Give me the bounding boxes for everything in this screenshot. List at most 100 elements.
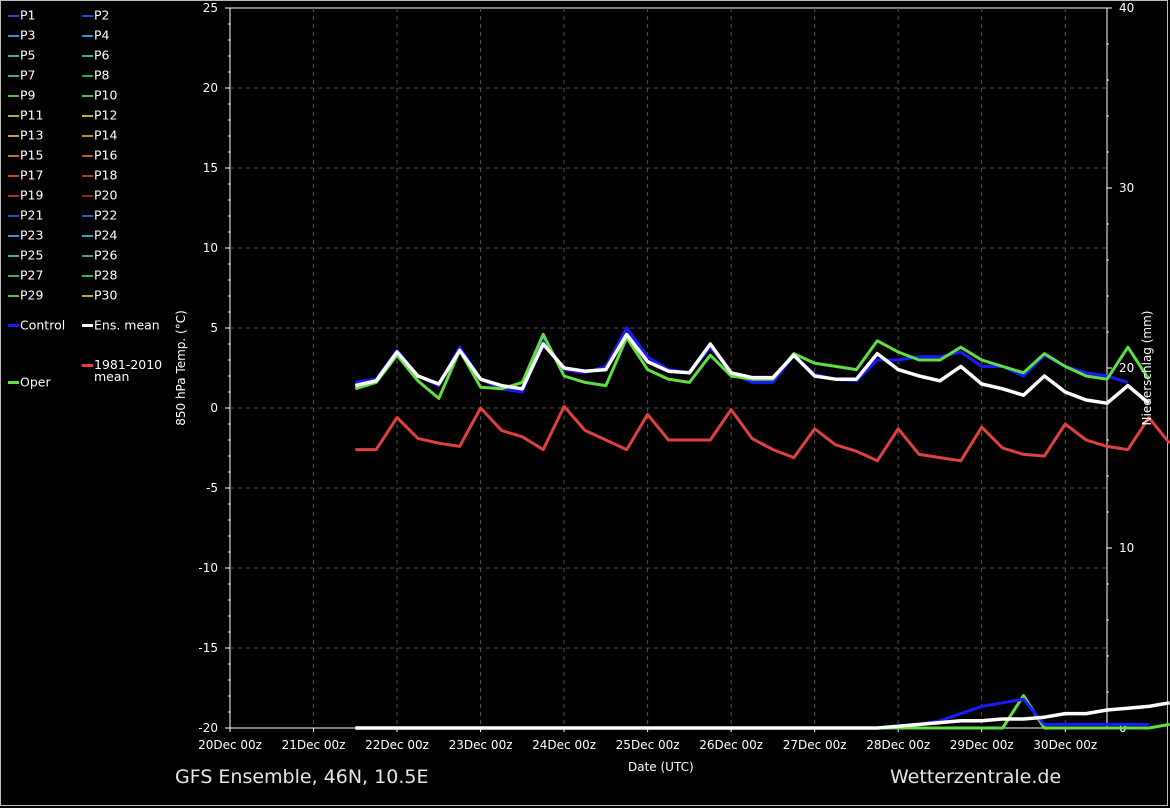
legend-swatch xyxy=(82,254,93,257)
legend-swatch xyxy=(82,14,93,17)
legend-swatch xyxy=(82,174,93,177)
legend-label: P22 xyxy=(94,207,118,223)
legend-item: P29 xyxy=(8,285,43,306)
legend-item: P28 xyxy=(82,265,117,286)
legend-item: P4 xyxy=(82,25,110,46)
x-tick-label: 27Dec 00z xyxy=(783,738,847,752)
legend-swatch xyxy=(82,214,93,217)
legend-swatch xyxy=(8,54,19,57)
legend-swatch xyxy=(8,34,19,37)
legend-label: 1981-2010 mean xyxy=(94,357,163,384)
y-axis-label: 850 hPa Temp. (°C) xyxy=(174,310,188,426)
legend-swatch xyxy=(8,274,19,277)
legend-item: P6 xyxy=(82,45,110,66)
x-tick-label: 28Dec 00z xyxy=(866,738,930,752)
legend-label: P9 xyxy=(20,87,36,103)
legend-label: P5 xyxy=(20,47,36,63)
legend-swatch xyxy=(82,74,93,77)
legend-swatch xyxy=(82,294,93,297)
legend-swatch xyxy=(82,154,93,157)
x-tick-label: 20Dec 00z xyxy=(198,738,262,752)
legend-label: P16 xyxy=(94,147,118,163)
legend-swatch xyxy=(82,114,93,117)
legend-label: P17 xyxy=(20,167,44,183)
legend-label: P27 xyxy=(20,267,44,283)
legend-label: P30 xyxy=(94,287,118,303)
legend-label: P14 xyxy=(94,127,118,143)
legend-swatch xyxy=(8,214,19,217)
legend-swatch xyxy=(82,134,93,137)
y2-tick-label: 30 xyxy=(1119,181,1134,195)
x-tick-label: 24Dec 00z xyxy=(532,738,596,752)
series-line xyxy=(355,701,1170,730)
x-tick-label: 22Dec 00z xyxy=(365,738,429,752)
legend-item: P24 xyxy=(82,225,117,246)
legend-item: P27 xyxy=(8,265,43,286)
legend-item: P3 xyxy=(8,25,36,46)
legend-item: P12 xyxy=(82,105,117,126)
legend-swatch xyxy=(82,194,93,197)
legend-label: P12 xyxy=(94,107,118,123)
legend-item: Control xyxy=(8,315,65,336)
legend-item: P23 xyxy=(8,225,43,246)
legend-item: P20 xyxy=(82,185,117,206)
legend-label: P13 xyxy=(20,127,44,143)
legend-label: Control xyxy=(20,317,66,333)
legend-item: P11 xyxy=(8,105,43,126)
legend-label: P1 xyxy=(20,7,36,23)
legend-item: P2 xyxy=(82,5,110,26)
legend-item: P22 xyxy=(82,205,117,226)
legend-label: Oper xyxy=(20,374,51,390)
footer-title: GFS Ensemble, 46N, 10.5E xyxy=(175,766,429,788)
legend-swatch xyxy=(82,54,93,57)
legend-item: P15 xyxy=(8,145,43,166)
legend-swatch xyxy=(82,34,93,37)
legend-swatch xyxy=(82,234,93,237)
legend-item: P30 xyxy=(82,285,117,306)
legend-label: P18 xyxy=(94,167,118,183)
legend-item: P18 xyxy=(82,165,117,186)
legend-item: P9 xyxy=(8,85,36,106)
legend-label: P21 xyxy=(20,207,44,223)
footer-source: Wetterzentrale.de xyxy=(890,766,1062,788)
x-tick-label: 25Dec 00z xyxy=(616,738,680,752)
y-tick-label: 0 xyxy=(210,401,218,415)
legend-item: P25 xyxy=(8,245,43,266)
x-tick-label: 30Dec 00z xyxy=(1033,738,1097,752)
legend-item: Oper xyxy=(8,372,51,393)
legend-label: P28 xyxy=(94,267,118,283)
legend-label: P3 xyxy=(20,27,36,43)
y-tick-label: -20 xyxy=(198,721,218,735)
legend-swatch xyxy=(8,324,19,327)
y2-tick-label: 10 xyxy=(1119,541,1134,555)
legend-label: P20 xyxy=(94,187,118,203)
legend-label: Ens. mean xyxy=(94,317,160,333)
legend-item: P10 xyxy=(82,85,117,106)
y2-axis-label: Niederschlag (mm) xyxy=(1140,310,1154,426)
x-tick-label: 29Dec 00z xyxy=(950,738,1014,752)
y-tick-label: 15 xyxy=(203,161,218,175)
y-tick-label: 10 xyxy=(203,241,218,255)
y-tick-label: 20 xyxy=(203,81,218,95)
legend-item: P26 xyxy=(82,245,117,266)
legend-swatch xyxy=(8,254,19,257)
legend-item: P14 xyxy=(82,125,117,146)
legend-swatch xyxy=(8,74,19,77)
y-tick-label: -15 xyxy=(198,641,218,655)
legend-label: P15 xyxy=(20,147,44,163)
legend-label: P23 xyxy=(20,227,44,243)
legend-item: Ens. mean xyxy=(82,315,160,336)
x-tick-label: 21Dec 00z xyxy=(282,738,346,752)
legend-label: P10 xyxy=(94,87,118,103)
legend-swatch xyxy=(82,324,93,327)
legend-item: 1981-2010 mean xyxy=(82,355,162,383)
legend-label: P25 xyxy=(20,247,44,263)
legend-swatch xyxy=(8,114,19,117)
series-line xyxy=(354,332,1150,405)
legend-label: P4 xyxy=(94,27,110,43)
y2-tick-label: 40 xyxy=(1119,1,1134,15)
legend-item: P5 xyxy=(8,45,36,66)
x-axis-label: Date (UTC) xyxy=(628,760,694,774)
